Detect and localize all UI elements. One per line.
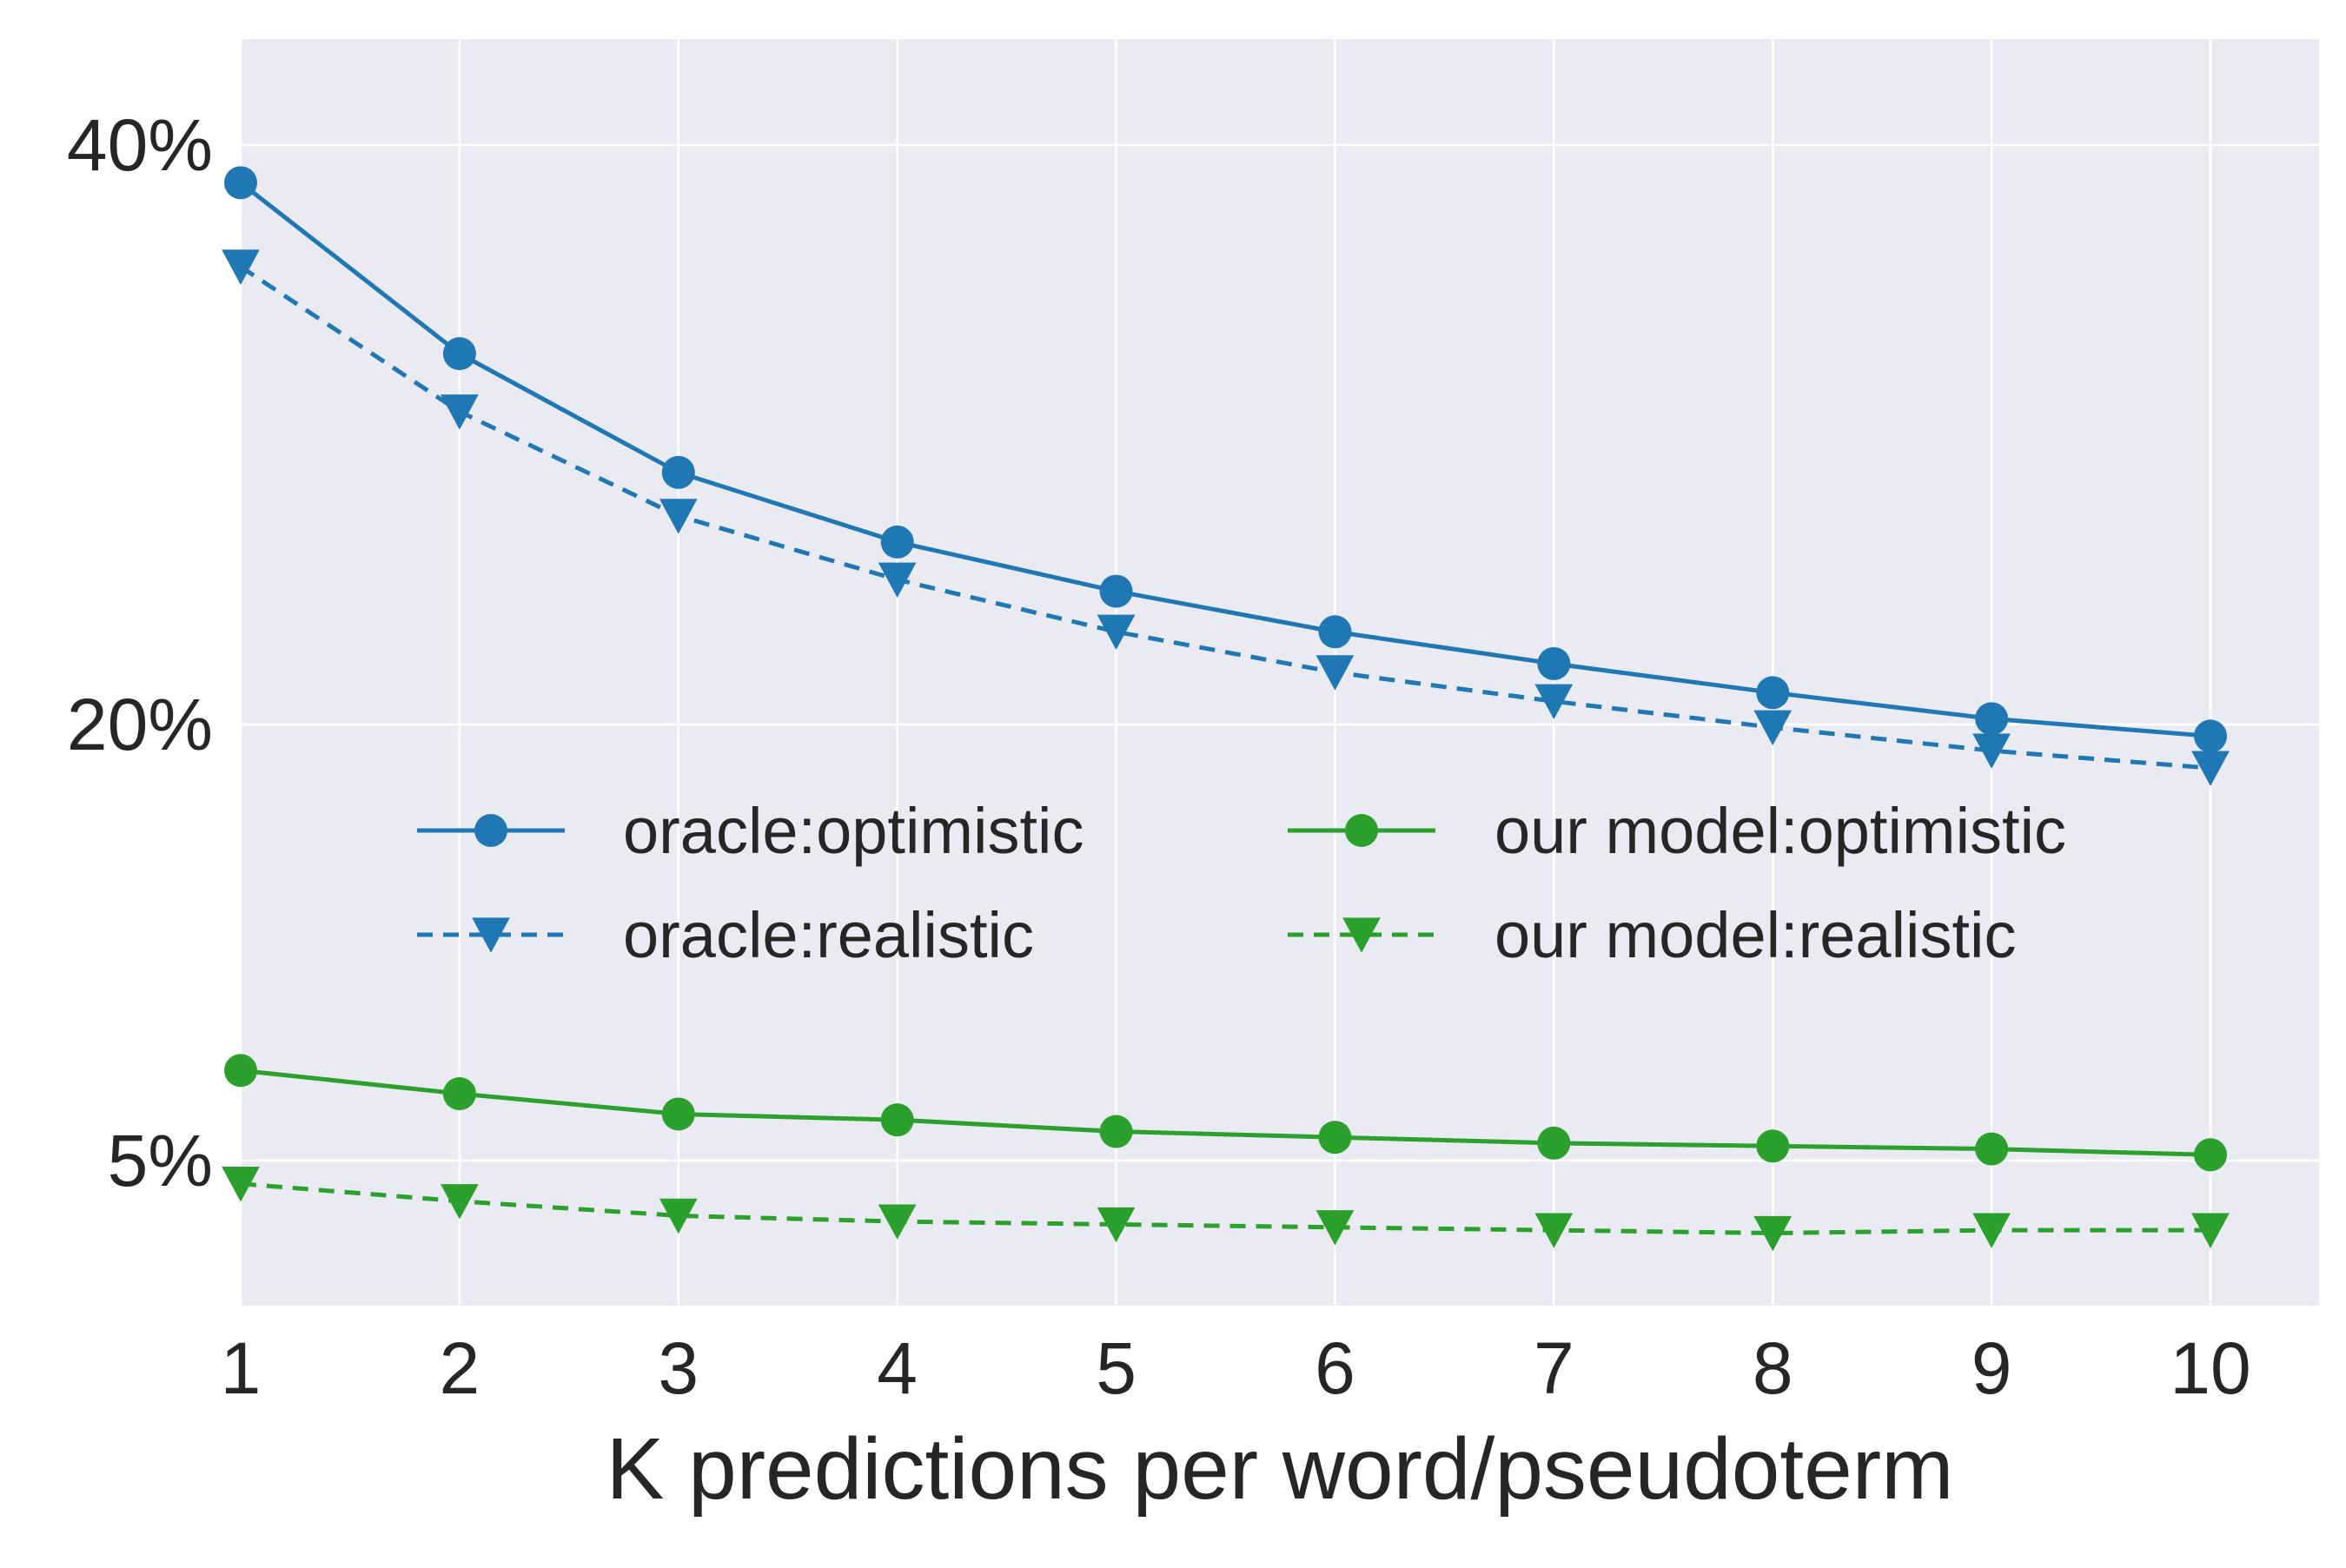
series-line xyxy=(239,181,2211,738)
legend-label: our model:realistic xyxy=(1494,899,2016,971)
x-axis-label: K predictions per word/pseudoterm xyxy=(606,1420,1954,1518)
data-point xyxy=(2194,1138,2227,1172)
x-tick-label: 8 xyxy=(1753,1327,1793,1409)
data-point xyxy=(659,1198,698,1234)
data-point xyxy=(661,1097,695,1131)
data-point xyxy=(878,562,917,599)
data-point xyxy=(1756,676,1790,710)
data-point xyxy=(1753,1215,1793,1252)
data-point xyxy=(474,814,507,847)
x-tick-label: 5 xyxy=(1096,1327,1137,1409)
series xyxy=(224,1054,2227,1172)
data-point xyxy=(1099,1115,1133,1148)
legend-entry: oracle:optimistic xyxy=(417,795,1084,867)
x-tick-label: 7 xyxy=(1534,1327,1574,1409)
data-point xyxy=(1315,1210,1355,1246)
series-layer xyxy=(222,166,2230,1252)
data-point xyxy=(1097,614,1136,651)
data-point xyxy=(441,394,479,430)
data-point xyxy=(1534,1213,1574,1248)
x-axis: 1 2 3 4 5 6 7 8 9 10 xyxy=(221,1327,2251,1409)
y-tick-label: 40% xyxy=(67,104,213,186)
data-point xyxy=(880,525,914,559)
series-line xyxy=(240,1068,2211,1157)
data-point xyxy=(1318,1121,1352,1154)
x-tick-label: 4 xyxy=(877,1327,918,1409)
data-point xyxy=(2191,751,2230,786)
data-point xyxy=(1972,1213,2011,1248)
data-point xyxy=(1318,615,1352,649)
data-point xyxy=(2191,1213,2230,1248)
legend-label: oracle:optimistic xyxy=(623,795,1084,867)
data-point xyxy=(1315,655,1355,691)
data-point xyxy=(224,166,257,200)
x-tick-label: 1 xyxy=(221,1327,262,1409)
plot-area xyxy=(241,39,2319,1306)
legend-label: oracle:realistic xyxy=(623,899,1034,971)
legend-entry: our model:optimistic xyxy=(1288,795,2066,867)
data-point xyxy=(1099,574,1133,608)
data-point xyxy=(880,1103,914,1137)
y-tick-label: 5% xyxy=(108,1120,213,1201)
data-point xyxy=(1756,1129,1790,1163)
legend-label: our model:optimistic xyxy=(1494,795,2066,867)
data-point xyxy=(2194,719,2227,753)
series xyxy=(222,249,2230,786)
data-point xyxy=(1753,710,1793,746)
series xyxy=(222,1167,2230,1252)
data-point xyxy=(442,1077,476,1111)
data-point xyxy=(1537,646,1571,680)
data-point xyxy=(442,337,476,371)
data-point xyxy=(1097,1207,1136,1243)
data-point xyxy=(441,1184,479,1220)
data-point xyxy=(659,499,698,534)
legend-entry: oracle:realistic xyxy=(417,899,1034,971)
data-point xyxy=(1975,702,2009,736)
data-point xyxy=(1534,684,1574,720)
data-point xyxy=(1537,1126,1571,1160)
legend: oracle:optimistic oracle:realistic our mod… xyxy=(417,795,2066,971)
x-tick-label: 6 xyxy=(1315,1327,1355,1409)
series-line xyxy=(239,264,2211,771)
data-point xyxy=(222,249,260,285)
data-point xyxy=(224,1054,257,1088)
data-point xyxy=(472,917,510,953)
x-tick-label: 9 xyxy=(1972,1327,2012,1409)
y-axis: 5% 20% 40% xyxy=(67,104,213,1201)
legend-entry: our model:realistic xyxy=(1288,899,2016,971)
data-point xyxy=(222,1167,260,1202)
data-point xyxy=(878,1204,917,1240)
x-tick-label: 10 xyxy=(2170,1327,2250,1409)
data-point xyxy=(1345,814,1378,847)
x-tick-label: 2 xyxy=(440,1327,480,1409)
series-line xyxy=(240,1181,2210,1235)
data-point xyxy=(1342,917,1381,953)
series xyxy=(224,166,2227,753)
data-point xyxy=(1975,1132,2009,1166)
x-tick-label: 3 xyxy=(658,1327,699,1409)
data-point xyxy=(1972,733,2011,769)
data-point xyxy=(661,455,695,489)
y-tick-label: 20% xyxy=(67,684,213,765)
